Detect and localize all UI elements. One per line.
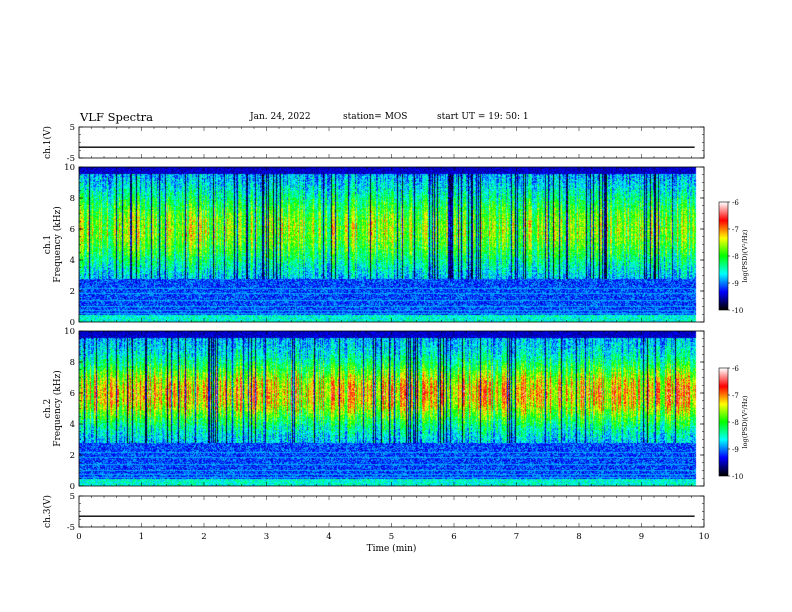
colorbar-tick-label: -9 xyxy=(732,280,739,288)
colorbar-gradient xyxy=(719,202,728,310)
x-tick-label: 0 xyxy=(76,532,81,542)
figure-title: VLF Spectra xyxy=(80,110,154,124)
y-tick-label: 2 xyxy=(70,287,75,297)
colorbar-tick-label: -9 xyxy=(732,446,739,454)
y-tick-label: 2 xyxy=(70,451,75,461)
y-tick-label: 10 xyxy=(64,163,75,173)
colorbar-tick-label: -6 xyxy=(732,365,739,373)
x-axis-label: Time (min) xyxy=(367,543,417,554)
x-tick-label: 2 xyxy=(201,532,206,542)
x-tick-label: 8 xyxy=(576,532,581,542)
y-tick-label: 10 xyxy=(64,327,75,337)
colorbar-label: log(PSD)(V²/Hz) xyxy=(741,395,749,448)
y-tick-label: -5 xyxy=(67,154,75,164)
x-tick-label: 9 xyxy=(639,532,644,542)
y-tick-label: 6 xyxy=(70,225,75,235)
station-label: station= MOS xyxy=(343,112,408,122)
y-axis-label: ch.1 xyxy=(43,235,53,254)
x-tick-label: 7 xyxy=(514,532,519,542)
colorbar-tick-label: -6 xyxy=(732,199,739,207)
x-tick-label: 10 xyxy=(699,532,710,542)
x-tick-label: 6 xyxy=(451,532,456,542)
y-tick-label: 4 xyxy=(70,420,75,430)
y-tick-label: 0 xyxy=(70,482,75,492)
y-tick-label: 0 xyxy=(70,318,75,328)
y-axis-label: Frequency (kHz) xyxy=(52,370,63,447)
y-tick-label: 4 xyxy=(70,256,75,266)
y-tick-label: 5 xyxy=(70,123,75,133)
x-tick-label: 3 xyxy=(264,532,269,542)
y-tick-label: 5 xyxy=(70,492,75,502)
x-tick-label: 4 xyxy=(326,532,331,542)
y-tick-label: -5 xyxy=(67,523,75,533)
y-tick-label: 6 xyxy=(70,389,75,399)
date-label: Jan. 24, 2022 xyxy=(250,112,311,122)
y-axis-label: ch.2 xyxy=(43,399,53,418)
x-tick-label: 5 xyxy=(389,532,394,542)
spectrogram-image-2 xyxy=(79,331,704,486)
colorbar-tick-label: -8 xyxy=(732,253,739,261)
panel-frame xyxy=(78,495,705,528)
colorbar-gradient xyxy=(719,368,728,476)
colorbar-tick-label: -10 xyxy=(732,307,743,315)
x-tick-label: 1 xyxy=(139,532,144,542)
y-tick-label: 8 xyxy=(70,194,75,204)
start-time-label: start UT = 19: 50: 1 xyxy=(437,112,529,122)
y-axis-label: ch.3(V) xyxy=(42,495,53,528)
colorbar-tick-label: -10 xyxy=(732,473,743,481)
y-tick-label: 8 xyxy=(70,358,75,368)
colorbar-label: log(PSD)(V²/Hz) xyxy=(741,229,749,282)
colorbar-tick-label: -8 xyxy=(732,419,739,427)
colorbar-tick-label: -7 xyxy=(732,226,739,234)
spectrogram-image-1 xyxy=(79,167,704,322)
y-axis-label: ch.1(V) xyxy=(42,126,53,159)
y-axis-label: Frequency (kHz) xyxy=(52,206,63,283)
panel-frame xyxy=(78,126,705,159)
colorbar-tick-label: -7 xyxy=(732,392,739,400)
